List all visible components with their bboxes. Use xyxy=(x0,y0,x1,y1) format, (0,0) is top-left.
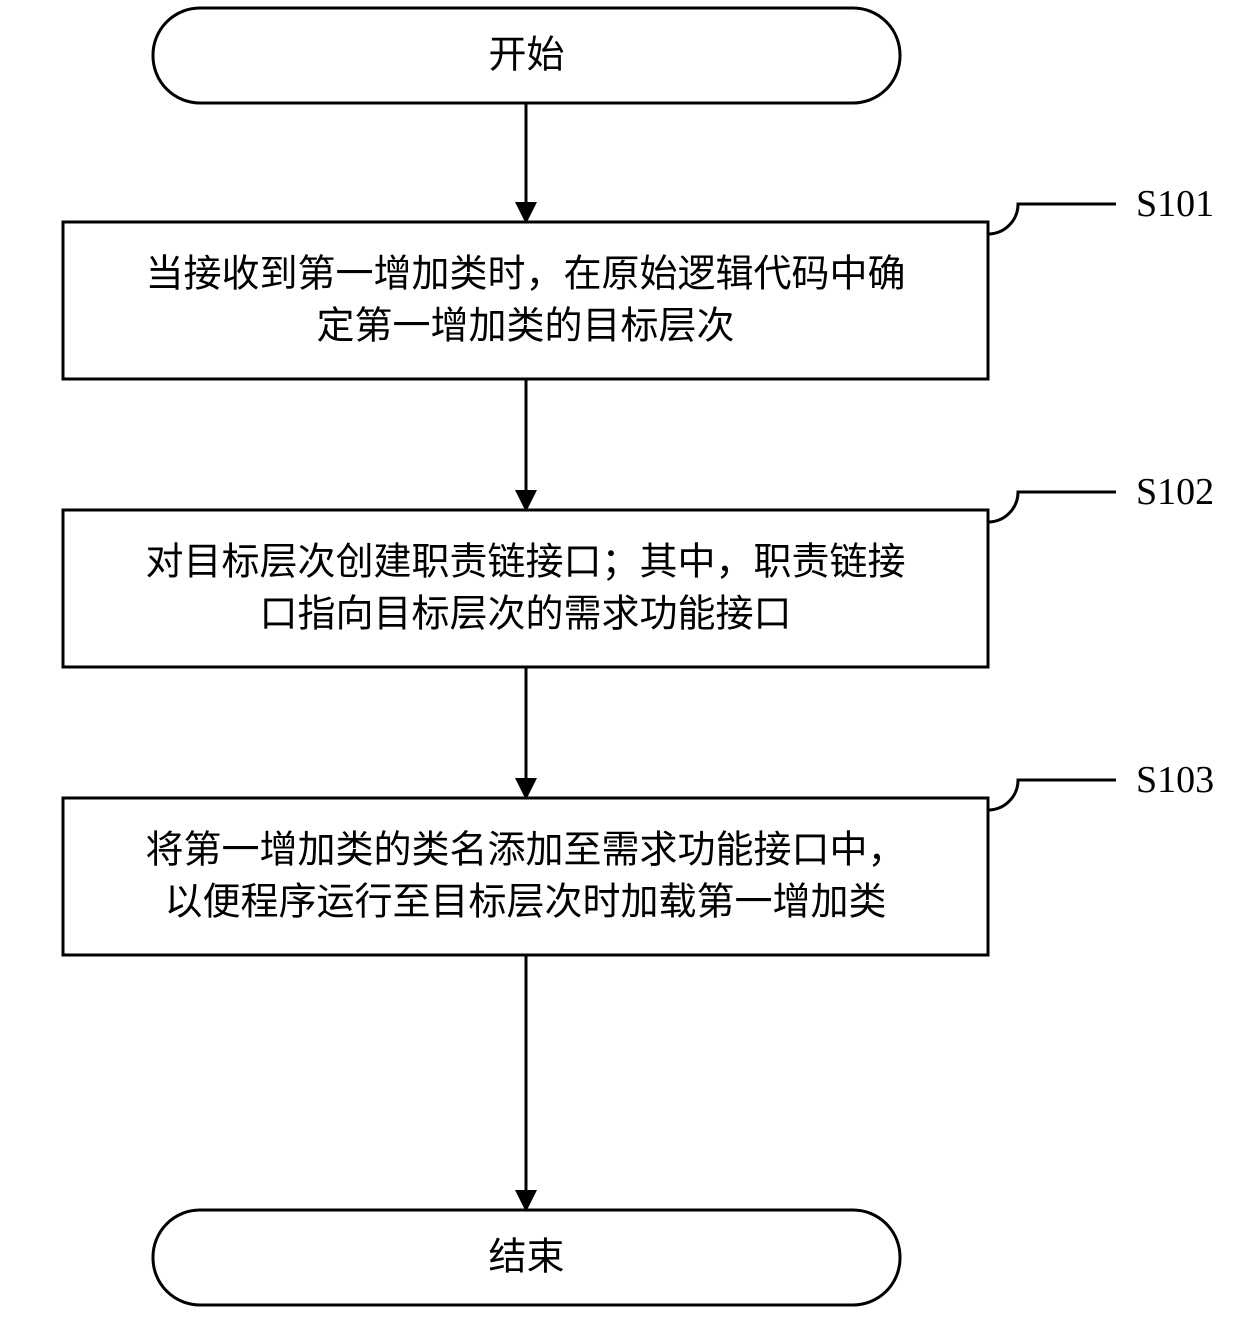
start-label: 开始 xyxy=(488,35,564,77)
s102-line-0: 对目标层次创建职责链接口；其中，职责链接 xyxy=(145,542,905,584)
s102-line-1: 口指向目标层次的需求功能接口 xyxy=(259,594,791,636)
s103-step-label: S103 xyxy=(1136,759,1214,801)
s101-line-1: 定第一增加类的目标层次 xyxy=(316,306,734,348)
s102-connector xyxy=(988,492,1116,522)
node-end: 结束 xyxy=(153,1210,900,1305)
node-s101: 当接收到第一增加类时，在原始逻辑代码中确定第一增加类的目标层次 S101 xyxy=(63,183,1214,379)
s101-connector xyxy=(988,204,1116,234)
s103-line-1: 以便程序运行至目标层次时加载第一增加类 xyxy=(164,882,886,924)
end-label: 结束 xyxy=(488,1237,564,1279)
s101-line-0: 当接收到第一增加类时，在原始逻辑代码中确 xyxy=(145,254,905,296)
s102-step-label: S102 xyxy=(1136,471,1214,513)
s101-step-label: S101 xyxy=(1136,183,1214,225)
s103-connector xyxy=(988,780,1116,810)
s103-line-0: 将第一增加类的类名添加至需求功能接口中， xyxy=(145,830,905,872)
node-s102: 对目标层次创建职责链接口；其中，职责链接口指向目标层次的需求功能接口 S102 xyxy=(63,471,1214,667)
flowchart-canvas: 开始当接收到第一增加类时，在原始逻辑代码中确定第一增加类的目标层次 S101 对目标… xyxy=(0,0,1240,1321)
node-s103: 将第一增加类的类名添加至需求功能接口中， 以便程序运行至目标层次时加载第一增加类 S… xyxy=(63,759,1214,955)
node-start: 开始 xyxy=(153,8,900,103)
